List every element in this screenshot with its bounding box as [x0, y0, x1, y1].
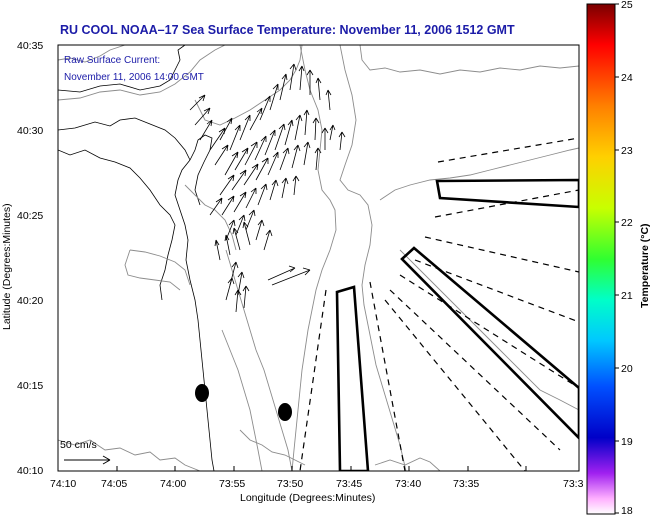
x-tick-label: 74:10	[50, 478, 76, 490]
y-tick-labels: 40:35 40:30 40:25 40:20 40:15 40:10	[17, 40, 43, 477]
colorbar-tick-label: 18	[621, 505, 633, 517]
x-tick-label: 73:45	[336, 478, 362, 490]
colorbar-tick-label: 25	[621, 0, 633, 11]
station-marker-east	[278, 403, 292, 421]
y-tick-label: 40:15	[17, 380, 43, 392]
plot-area	[58, 45, 579, 471]
map-title: RU COOL NOAA–17 Sea Surface Temperature:…	[60, 23, 515, 37]
legend-line-1: Raw Surface Current:	[64, 55, 160, 66]
y-tick-label: 40:25	[17, 210, 43, 222]
current-vectors	[189, 63, 346, 313]
x-tick-label: 73:50	[277, 478, 303, 490]
x-tick-label: 73:40	[395, 478, 421, 490]
colorbar-tick-marks	[615, 3, 619, 514]
dashed-transects	[299, 137, 579, 471]
station-marker-west	[195, 384, 209, 402]
colorbar-tick-label: 24	[621, 72, 633, 84]
y-axis-label: Latitude (Degrees:Minutes)	[1, 203, 13, 330]
colorbar-label: Temperature (°C)	[639, 223, 651, 308]
coastline-upper	[58, 45, 191, 161]
scale-label: 50 cm/s	[60, 439, 97, 451]
x-tick-labels: 74:10 74:05 74:00 73:55 73:50 73:45 73:4…	[50, 478, 584, 490]
y-tick-label: 40:35	[17, 40, 43, 52]
y-tick-label: 40:30	[17, 125, 43, 137]
plot-frame	[57, 44, 580, 472]
y-tick-label: 40:10	[17, 465, 43, 477]
bathymetry-contours	[58, 45, 579, 471]
y-tick-label: 40:20	[17, 295, 43, 307]
x-tick-label: 73:55	[219, 478, 245, 490]
coastline-nj	[58, 149, 215, 471]
sandy-hook	[189, 134, 213, 206]
colorbar-tick-label: 19	[621, 436, 633, 448]
colorbar	[586, 3, 616, 515]
scale-arrow	[64, 455, 111, 465]
x-tick-label: 74:00	[160, 478, 186, 490]
colorbar-tick-label: 21	[621, 290, 633, 302]
colorbar-tick-label: 23	[621, 145, 633, 157]
colorbar-tick-labels: 25 24 23 22 21 20 19 18	[621, 0, 633, 517]
legend-line-2: November 11, 2006 14:00 GMT	[64, 72, 204, 83]
colorbar-tick-label: 22	[621, 217, 633, 229]
channel-outlines	[335, 178, 579, 471]
x-tick-label: 73:35	[453, 478, 479, 490]
x-tick-label: 74:05	[101, 478, 127, 490]
colorbar-tick-label: 20	[621, 363, 633, 375]
x-tick-marks	[57, 466, 527, 471]
x-axis-label: Longitude (Degrees:Minutes)	[240, 492, 375, 504]
map-layer	[58, 45, 579, 471]
x-tick-label: 73:3	[563, 478, 584, 490]
